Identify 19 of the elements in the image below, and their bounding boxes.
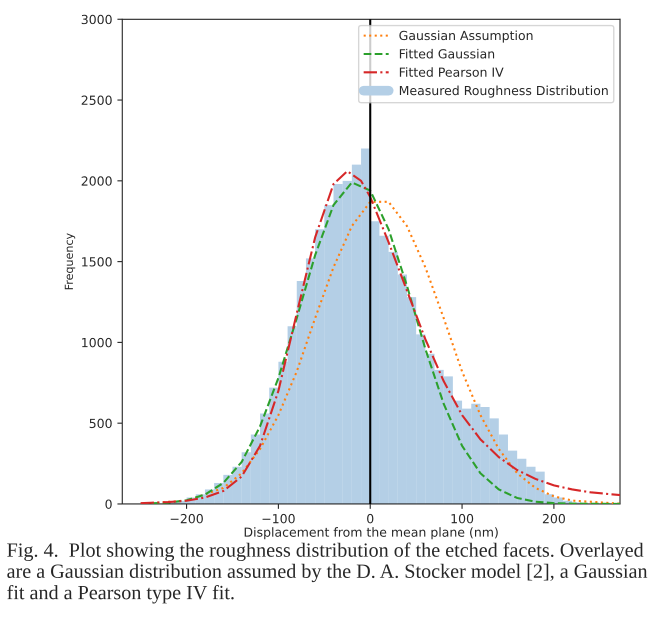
caption: Fig. 4. Plot showing the roughness distribution of the etched facets. Overlayed are a Gaussian distribution assumed by the D. A. Stocker model [2], a Gaussian fit and a Pearson type IV fit. — [7, 542, 648, 604]
y-tick-label: 3000 — [82, 14, 112, 24]
y-axis-title: Frequency — [64, 233, 76, 290]
x-tick-label: 100 — [452, 514, 474, 524]
x-tick-label: −200 — [170, 514, 203, 524]
y-tick-label: 2500 — [82, 96, 112, 105]
legend-label: Gaussian Assumption — [399, 30, 532, 43]
legend-label: Measured Roughness Distribution — [400, 86, 608, 98]
y-tick-label: 1000 — [82, 338, 112, 348]
x-tick-label: 0 — [367, 514, 374, 524]
x-tick-label: −100 — [262, 514, 295, 524]
y-tick-label: 2000 — [82, 176, 112, 186]
y-tick-label: 1500 — [82, 257, 112, 267]
x-tick-label: 200 — [542, 514, 565, 524]
y-tick-label: 0 — [105, 499, 112, 509]
y-tick-label: 500 — [90, 418, 112, 428]
legend-label: Fitted Pearson IV — [400, 67, 504, 77]
legend-label: Fitted Gaussian — [400, 48, 494, 59]
x-axis-title: Displacement from the mean plane (nm) — [244, 527, 498, 540]
